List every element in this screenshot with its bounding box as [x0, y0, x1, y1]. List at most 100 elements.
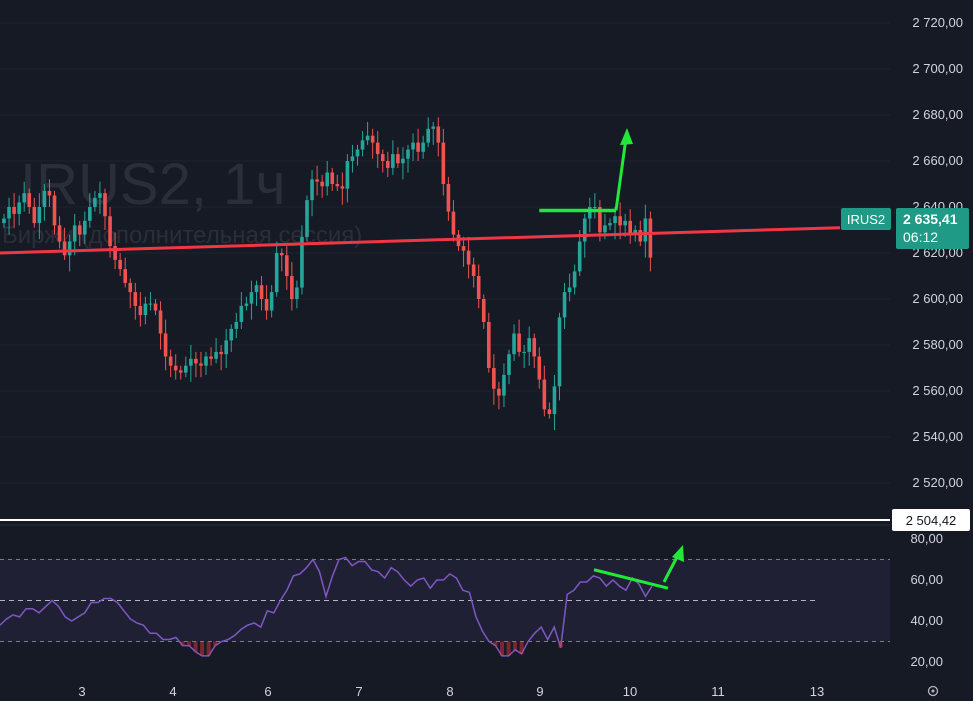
- candle-body: [310, 179, 314, 201]
- candle-body: [416, 142, 420, 152]
- candle-body: [219, 351, 223, 355]
- candle-body: [224, 340, 228, 355]
- candle-body: [229, 328, 234, 341]
- candle-body: [158, 310, 163, 334]
- rsi-tick-label: 40,00: [910, 613, 943, 628]
- candle-body: [315, 179, 319, 182]
- time-tick-label: 10: [623, 684, 637, 699]
- price-tick-label: 2 600,00: [912, 291, 963, 306]
- price-tick-label: 2 560,00: [912, 383, 963, 398]
- time-tick-label: 13: [810, 684, 824, 699]
- price-tick-label: 2 540,00: [912, 429, 963, 444]
- candle-body: [461, 246, 466, 251]
- candle-body: [2, 218, 6, 224]
- candle-body: [244, 303, 249, 306]
- candle-body: [396, 154, 400, 164]
- candle-body: [7, 207, 11, 219]
- candle-body: [83, 220, 87, 235]
- candle-body: [189, 358, 193, 366]
- candle-body: [552, 386, 557, 414]
- symbol-badge-bg: [841, 208, 891, 230]
- candle-body: [492, 368, 496, 389]
- candle-body: [436, 126, 441, 143]
- candle-body: [143, 303, 148, 316]
- candle-body: [52, 195, 57, 226]
- candle-body: [178, 370, 183, 373]
- candle-body: [567, 287, 572, 293]
- candle-body: [204, 356, 208, 366]
- price-tick-label: 2 580,00: [912, 337, 963, 352]
- candle-body: [628, 220, 632, 235]
- candle-body: [593, 207, 597, 208]
- candle-body: [128, 282, 133, 293]
- rsi-axis[interactable]: 80,00 60,00 40,00 20,00: [910, 531, 943, 669]
- candle-body: [93, 197, 97, 207]
- candle-body: [537, 356, 542, 380]
- candle-body: [487, 322, 491, 368]
- candle-body: [572, 271, 577, 288]
- candle-body: [67, 241, 72, 256]
- candle-body: [481, 299, 486, 322]
- candle-body: [138, 305, 143, 316]
- candle-body: [259, 285, 264, 299]
- candle-body: [305, 200, 309, 237]
- time-tick-label: 4: [169, 684, 176, 699]
- price-tick-label: 2 660,00: [912, 153, 963, 168]
- drawing-overlays: [0, 128, 841, 255]
- candle-body: [123, 269, 127, 283]
- candle-body: [72, 225, 77, 242]
- candle-body: [588, 207, 592, 219]
- candle-body: [173, 365, 178, 371]
- rsi-arrow-line: [662, 554, 680, 583]
- candle-body: [279, 253, 284, 256]
- candle-body: [613, 216, 617, 224]
- candle-body: [451, 211, 456, 235]
- rsi-line: [0, 556, 653, 657]
- horizontal-level-label-bg: [892, 509, 970, 531]
- gear-icon[interactable]: [927, 685, 939, 697]
- candle-body: [148, 303, 153, 305]
- candle-body: [27, 193, 32, 207]
- candle-body: [522, 351, 526, 353]
- candle-body: [234, 322, 239, 329]
- candle-body: [340, 186, 345, 189]
- candle-body: [648, 218, 653, 258]
- candle-body: [32, 207, 37, 224]
- candle-body: [466, 250, 471, 265]
- candle-body: [375, 142, 380, 155]
- candle-body: [214, 351, 218, 359]
- candle-body: [98, 193, 102, 198]
- candle-body: [118, 259, 122, 270]
- candle-body: [37, 207, 42, 224]
- candle-body: [269, 292, 274, 311]
- breakout-arrow-head: [620, 128, 633, 145]
- candle-body: [411, 142, 415, 150]
- candle-body: [355, 149, 360, 157]
- time-tick-label: 3: [78, 684, 85, 699]
- candle-body: [350, 156, 355, 161]
- symbol-badge: IRUS2: [847, 212, 885, 227]
- candle-body: [163, 333, 168, 357]
- candle-body: [618, 216, 622, 226]
- candle-body: [441, 142, 446, 184]
- candle-body: [103, 193, 107, 217]
- rsi-pane[interactable]: [0, 527, 890, 677]
- candle-body: [274, 253, 279, 293]
- candle-body: [380, 154, 385, 161]
- candle-body: [249, 292, 254, 304]
- candle-body: [507, 354, 511, 375]
- candle-body: [391, 154, 395, 168]
- price-pane[interactable]: [0, 0, 890, 520]
- time-axis[interactable]: 3 4 6 7 8 9 10 11 13: [78, 684, 824, 699]
- candle-body: [638, 230, 643, 242]
- candle-body: [199, 363, 203, 366]
- candle-body: [603, 225, 607, 233]
- price-axis[interactable]: 2 720,002 700,002 680,002 660,002 640,00…: [912, 15, 963, 490]
- candle-body: [153, 303, 158, 311]
- candle-body: [426, 128, 430, 143]
- candle-body: [497, 388, 501, 396]
- candle-body: [542, 379, 547, 410]
- candle-body: [547, 409, 552, 414]
- candle-body: [22, 193, 26, 203]
